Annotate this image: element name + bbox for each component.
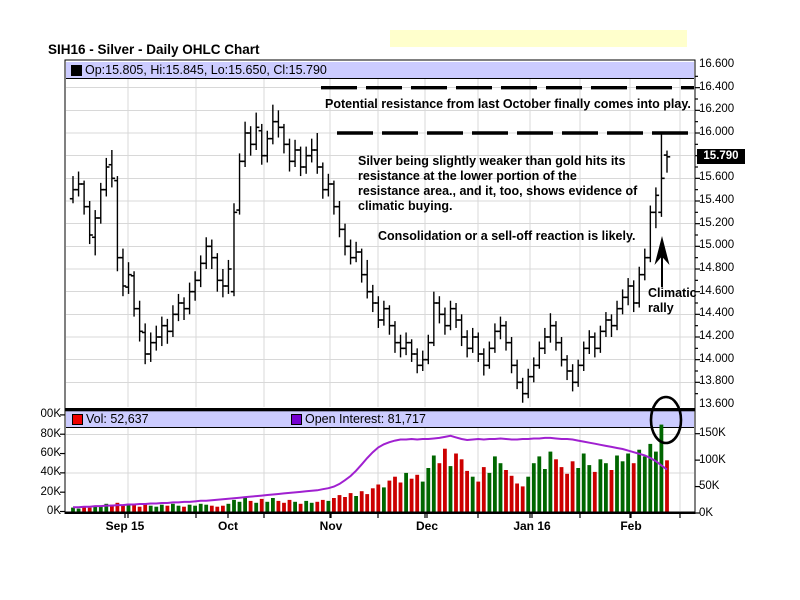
resistance-annotation: Potential resistance from last October f… [325,97,691,111]
price-axis-label: 13.600 [699,398,735,410]
page-title: SIH16 - Silver - Daily OHLC Chart [48,42,260,57]
open-interest-legend-text: Open Interest: 81,717 [305,412,426,426]
open-interest-axis-label: 50K [699,480,720,492]
volume-axis-label: 60K [40,447,61,459]
price-axis-label: 16.400 [699,81,735,93]
last-price-tag: 15.790 [697,149,745,164]
price-axis-label: 14.000 [699,353,735,365]
open-interest-axis-label: 0K [699,507,714,519]
price-axis-label: 15.400 [699,194,735,206]
month-label: Oct [217,519,238,533]
volume-axis-label: 40K [40,466,61,478]
price-legend: Op:15.805, Hi:15.845, Lo:15.650, Cl:15.7… [66,62,694,79]
price-axis-label: 16.600 [699,58,735,70]
price-axis-label: 15.600 [699,171,735,183]
month-label: Nov [319,519,343,533]
volume-axis-label: 0K [46,505,61,517]
ohlc-legend-square-icon [71,65,82,76]
price-legend-text: Op:15.805, Hi:15.845, Lo:15.650, Cl:15.7… [85,63,327,77]
open-interest-axis-label: 150K [699,427,726,439]
month-label: Jan 16 [513,519,551,533]
open-interest-axis-label: 100K [699,454,726,466]
price-axis-label: 14.600 [699,285,735,297]
consolidation-annotation: Consolidation or a sell-off reaction is … [378,229,636,243]
volume-axis-label: 80K [40,428,61,440]
price-axis-label: 15.000 [699,239,735,251]
price-axis-label: 15.200 [699,217,735,229]
price-axis-label: 16.200 [699,103,735,115]
volume-axis-label: 00K [40,408,61,420]
climactic-rally-annotation: Climatic rally [648,286,697,315]
price-axis-label: 14.400 [699,307,735,319]
month-label: Sep 15 [105,519,145,533]
volume-legend-square-icon [72,414,83,425]
volume-axis-label: 20K [40,486,61,498]
open-interest-legend-square-icon [291,414,302,425]
volume-legend-text: Vol: 52,637 [86,412,149,426]
price-axis-label: 14.200 [699,330,735,342]
month-label: Feb [620,519,642,533]
price-axis-label: 16.000 [699,126,735,138]
month-label: Dec [415,519,438,533]
volume-legend: Vol: 52,637 Open Interest: 81,717 [66,411,694,428]
price-axis-label: 13.800 [699,375,735,387]
yellow-highlight-bar [390,30,687,47]
weakness-annotation: Silver being slightly weaker than gold h… [358,154,638,213]
price-axis-label: 14.800 [699,262,735,274]
